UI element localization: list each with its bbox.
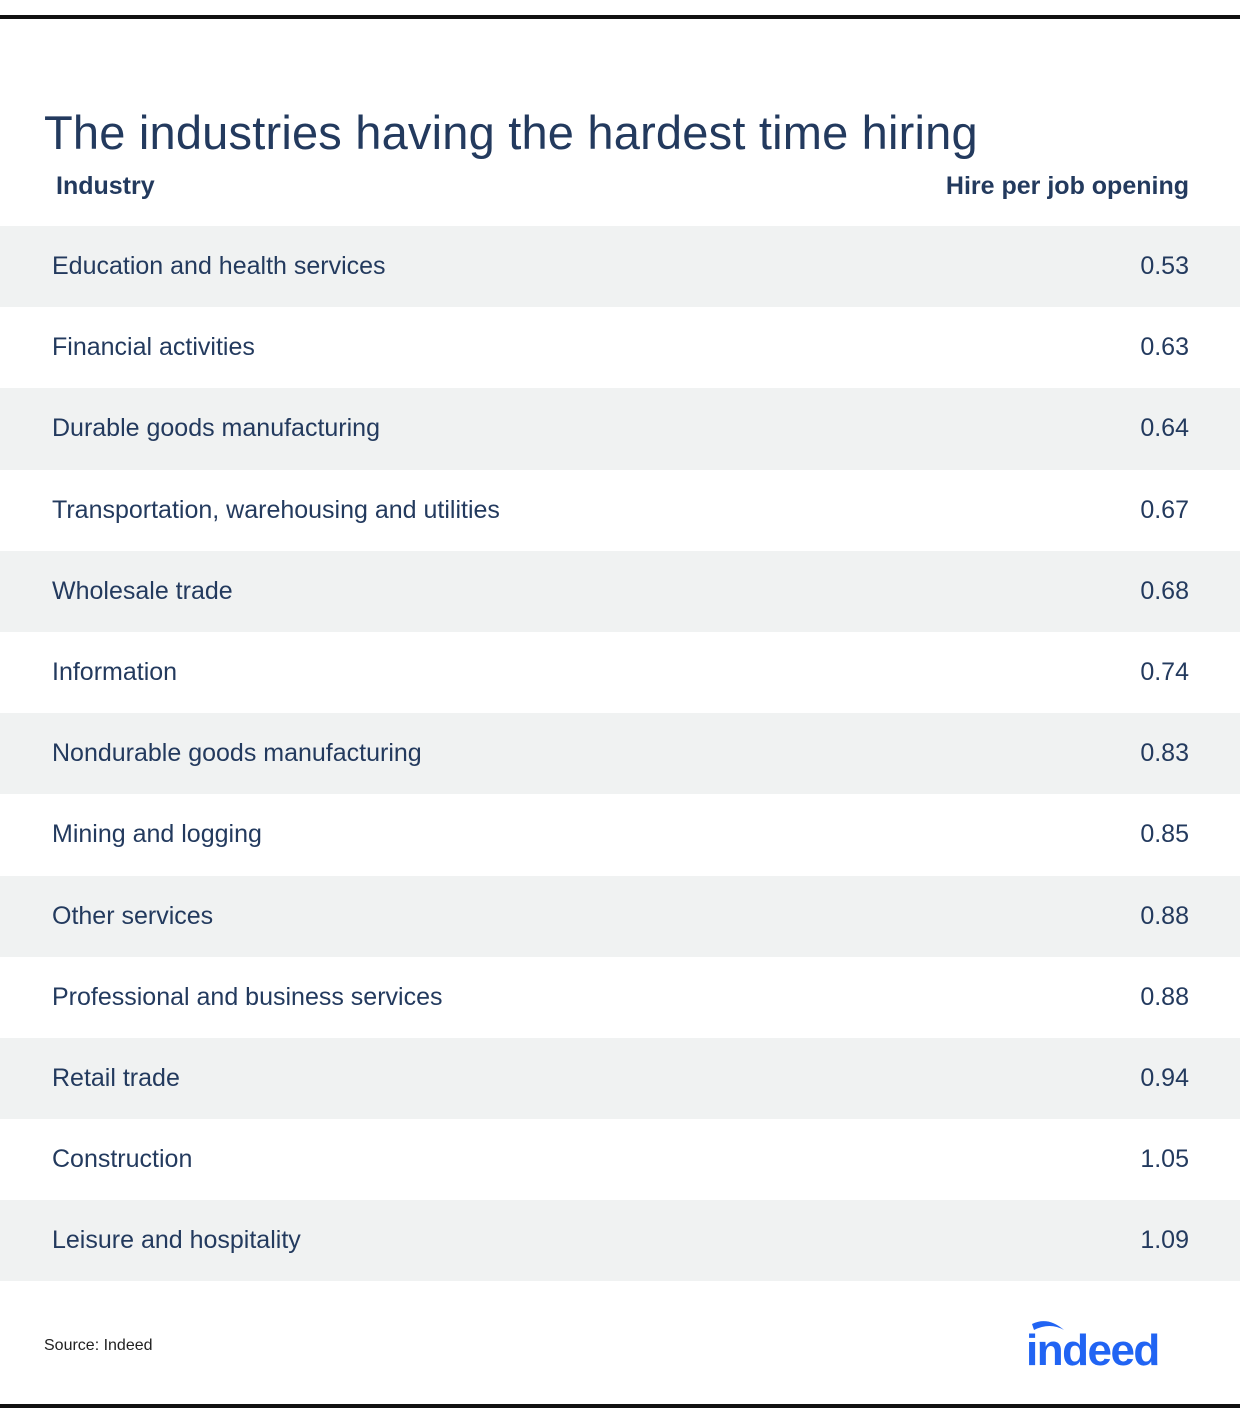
value-cell: 0.88 (1140, 982, 1189, 1011)
value-cell: 0.85 (1140, 820, 1189, 849)
table-row: Other services 0.88 (0, 875, 1240, 957)
value-cell: 1.05 (1140, 1145, 1189, 1174)
industry-cell: Leisure and hospitality (52, 1226, 301, 1255)
value-cell: 0.68 (1140, 576, 1189, 605)
column-header-value: Hire per job opening (945, 172, 1189, 200)
indeed-logo-icon: indeed (1020, 1318, 1190, 1378)
industry-cell: Education and health services (52, 252, 386, 280)
value-cell: 0.53 (1140, 252, 1189, 280)
industry-cell: Mining and logging (52, 820, 262, 849)
table-row: Wholesale trade 0.68 (0, 550, 1240, 632)
bottom-rule (0, 1404, 1240, 1408)
table-row: Transportation, warehousing and utilitie… (0, 469, 1240, 551)
table-row: Construction 1.05 (0, 1119, 1240, 1201)
industry-cell: Wholesale trade (52, 576, 233, 605)
industry-cell: Transportation, warehousing and utilitie… (52, 495, 500, 524)
table-row: Education and health services 0.53 (0, 226, 1240, 308)
industry-cell: Information (52, 657, 178, 686)
indeed-logo-svg: indeed (1026, 1321, 1160, 1375)
value-cell: 0.83 (1140, 739, 1189, 768)
table-header: Industry Hire per job opening (0, 160, 1240, 216)
value-cell: 0.88 (1140, 901, 1189, 930)
value-cell: 1.09 (1140, 1226, 1189, 1255)
column-header-industry: Industry (56, 172, 155, 200)
table-body: Education and health services 0.53 Financi… (0, 226, 1240, 1282)
industry-cell: Construction (52, 1145, 193, 1174)
table-row: Nondurable goods manufacturing 0.83 (0, 713, 1240, 795)
table-row: Information 0.74 (0, 631, 1240, 714)
source-note: Source: Indeed (44, 1337, 153, 1354)
value-cell: 0.74 (1140, 657, 1189, 686)
value-cell: 0.64 (1140, 414, 1189, 443)
industry-cell: Nondurable goods manufacturing (52, 739, 422, 768)
industry-cell: Financial activities (52, 333, 255, 362)
table-row: Professional and business services 0.88 (0, 956, 1240, 1038)
industry-cell: Durable goods manufacturing (52, 414, 380, 443)
industry-cell: Retail trade (52, 1063, 180, 1092)
table-row: Financial activities 0.63 (0, 307, 1240, 389)
industry-cell: Other services (52, 901, 214, 930)
value-cell: 0.63 (1140, 333, 1189, 362)
logo-text: indeed (1026, 1326, 1159, 1375)
page-title: The industries having the hardest time h… (44, 106, 978, 160)
table-row: Durable goods manufacturing 0.64 (0, 388, 1240, 470)
industry-cell: Professional and business services (52, 982, 443, 1011)
table-row: Leisure and hospitality 1.09 (0, 1200, 1240, 1282)
table-row: Retail trade 0.94 (0, 1037, 1240, 1120)
value-cell: 0.67 (1140, 495, 1189, 524)
table-row: Mining and logging 0.85 (0, 794, 1240, 876)
value-cell: 0.94 (1140, 1063, 1189, 1092)
top-rule (0, 15, 1240, 19)
